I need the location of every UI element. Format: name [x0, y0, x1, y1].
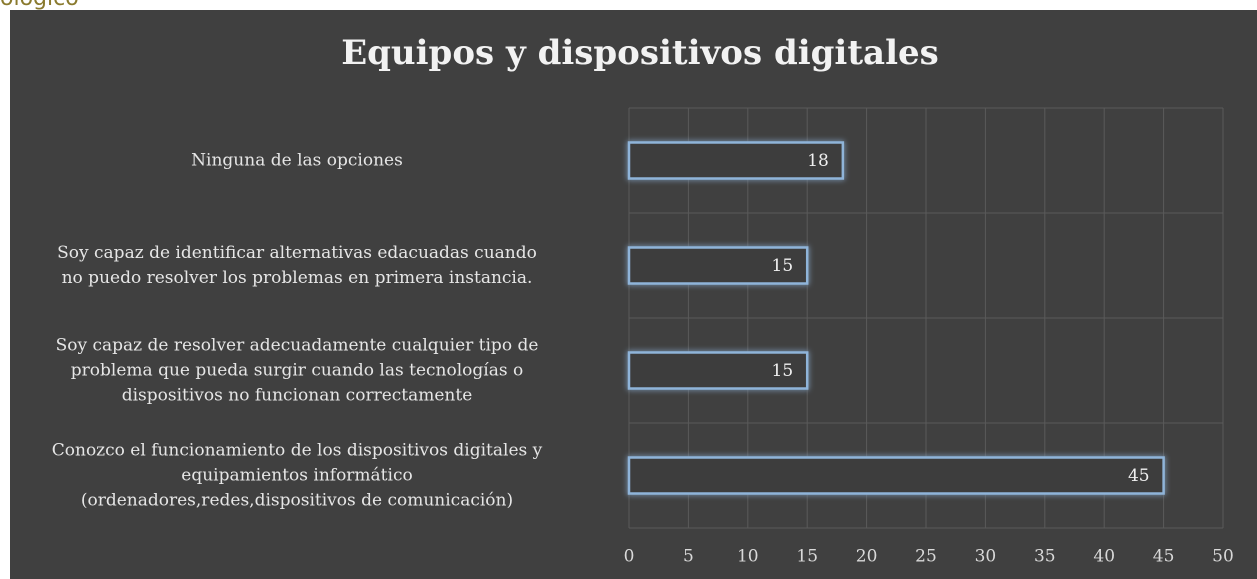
x-tick-label: 50 — [1212, 547, 1234, 567]
x-tick-label: 15 — [796, 547, 818, 567]
bar — [627, 456, 1165, 495]
chart-title: Equipos y dispositivos digitales — [341, 33, 939, 73]
x-tick-label: 40 — [1093, 547, 1115, 567]
value-label: 45 — [1128, 466, 1150, 486]
value-label: 15 — [772, 256, 794, 276]
value-label: 18 — [807, 151, 829, 171]
value-label: 15 — [772, 361, 794, 381]
x-tick-label: 5 — [683, 547, 694, 567]
bar — [627, 141, 845, 180]
cropped-heading: ológico — [0, 0, 79, 11]
y-tick-label: Conozco el funcionamiento de los disposi… — [51, 440, 543, 510]
y-tick-label: Soy capaz de identificar alternativas ed… — [57, 242, 537, 288]
bar — [627, 246, 809, 285]
x-tick-label: 10 — [737, 547, 759, 567]
bar — [627, 351, 809, 390]
y-tick-label: Ninguna de las opciones — [191, 150, 403, 170]
x-tick-label: 45 — [1153, 547, 1175, 567]
y-tick-label: Soy capaz de resolver adecuadamente cual… — [55, 335, 539, 405]
x-tick-label: 20 — [856, 547, 878, 567]
x-tick-label: 35 — [1034, 547, 1056, 567]
x-tick-label: 25 — [915, 547, 937, 567]
x-tick-label: 30 — [975, 547, 997, 567]
x-tick-label: 0 — [624, 547, 635, 567]
